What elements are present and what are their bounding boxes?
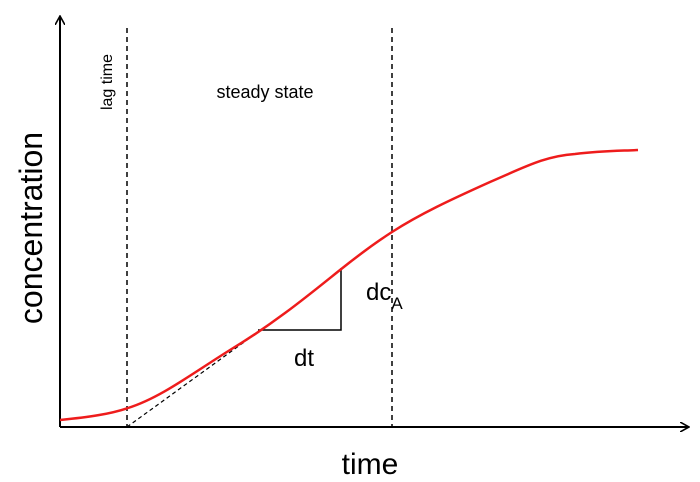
dc-label-main: dc [366, 279, 391, 306]
y-axis-label: concentration [13, 132, 49, 324]
dt-label: dt [294, 345, 314, 372]
tangent-extrapolation-line [126, 331, 259, 428]
x-axis-label: time [342, 448, 399, 481]
steady-state-label: steady state [216, 82, 313, 102]
dc-label: dcA [366, 279, 403, 313]
concentration-curve [59, 148, 639, 422]
lag-time-label: lag time [99, 54, 116, 110]
dc-label-subscript: A [391, 294, 403, 313]
slope-triangle [258, 268, 342, 331]
